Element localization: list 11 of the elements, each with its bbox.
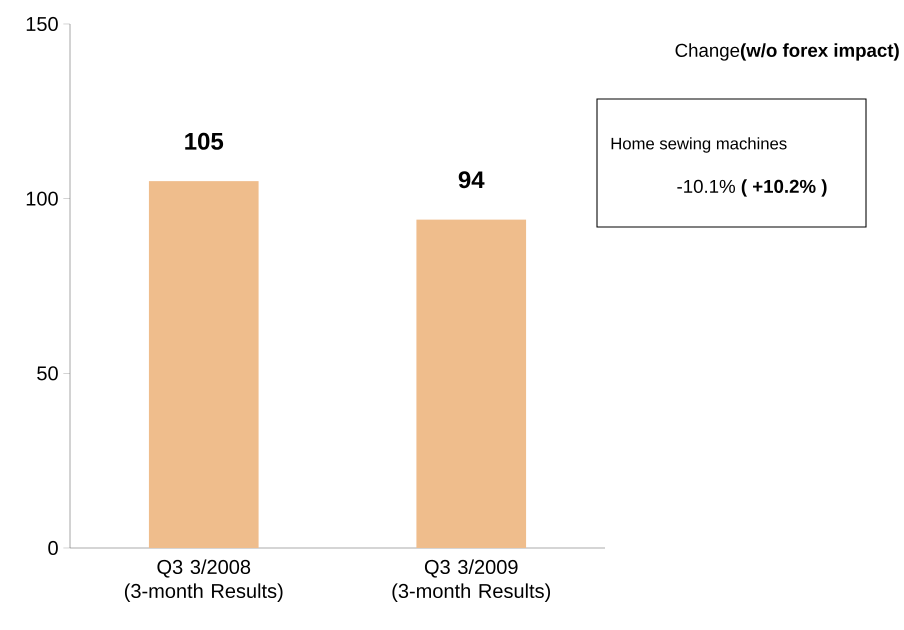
data-label: 94	[458, 171, 484, 188]
y-tick-label: 150	[26, 16, 58, 32]
data-label: 105	[185, 132, 224, 150]
y-tick-label: 50	[37, 366, 58, 380]
text: -10.1% ( +10.2% )	[677, 179, 827, 197]
x-tick-label: Q3 3/2008 (3-month Results)	[124, 559, 283, 602]
text: Home sewing machines	[612, 137, 787, 153]
y-tick-label: 0	[48, 540, 58, 556]
text: Change(w/o forex impact)	[676, 43, 899, 61]
y-tick-label: 100	[26, 192, 58, 206]
x-tick-label: Q3 3/2009 (3-month Results)	[392, 559, 550, 602]
